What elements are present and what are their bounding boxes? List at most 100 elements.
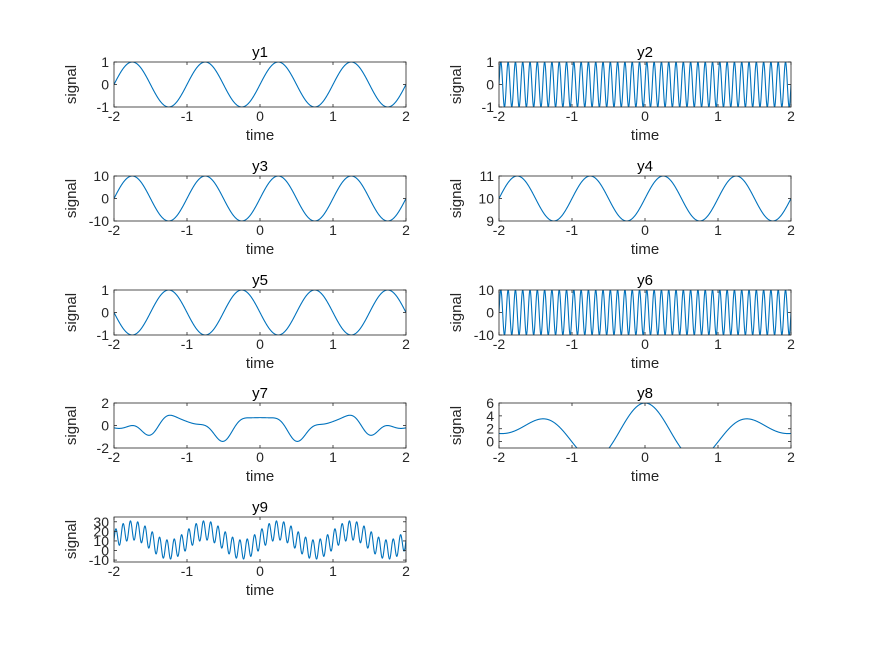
x-tick-label: -1 [181, 336, 194, 352]
x-tick-label: 2 [787, 449, 795, 465]
series-line-y1 [114, 62, 406, 107]
series-line-y4 [499, 176, 791, 221]
x-tick-label: 1 [329, 222, 337, 238]
y-axis-label: signal [448, 293, 465, 332]
y-tick-label: 0 [486, 434, 494, 450]
y-tick-label: 11 [479, 168, 494, 184]
x-tick-label: 2 [402, 449, 410, 465]
y-tick-label: 10 [93, 168, 109, 184]
x-axis-label: time [246, 127, 274, 144]
y-tick-label: 0 [101, 305, 109, 321]
y-axis-label: signal [63, 293, 80, 332]
y-axis-label: signal [448, 406, 465, 445]
x-tick-label: 1 [714, 222, 722, 238]
x-tick-label: 1 [329, 108, 337, 124]
series-line-y9 [114, 520, 406, 560]
chart-title: y3 [252, 158, 268, 175]
chart-title: y8 [637, 385, 653, 402]
y-tick-label: 0 [486, 305, 494, 321]
y-axis-label: signal [448, 179, 465, 218]
y-tick-label: 0 [101, 418, 109, 434]
chart-title: y6 [637, 272, 653, 289]
y-tick-label: 10 [93, 533, 109, 549]
x-tick-label: 0 [256, 336, 264, 352]
series-line-y6 [499, 290, 791, 335]
y-tick-label: 2 [486, 421, 494, 437]
x-tick-label: 2 [787, 222, 795, 238]
x-tick-label: 2 [402, 222, 410, 238]
x-tick-label: -2 [493, 222, 506, 238]
x-tick-label: 1 [329, 336, 337, 352]
x-axis-label: time [631, 468, 659, 485]
chart-title: y9 [252, 499, 268, 516]
x-tick-label: -2 [108, 449, 121, 465]
y-tick-label: 0 [101, 543, 109, 559]
x-tick-label: 0 [641, 336, 649, 352]
y-tick-label: 10 [478, 191, 494, 207]
x-tick-label: 2 [402, 336, 410, 352]
x-tick-label: 0 [256, 108, 264, 124]
series-line-y3 [114, 176, 406, 221]
x-tick-label: 2 [787, 108, 795, 124]
x-tick-label: -2 [493, 108, 506, 124]
y-tick-label: 20 [93, 523, 109, 539]
y-tick-label: 10 [478, 282, 494, 298]
y-tick-label: 0 [486, 77, 494, 93]
subplot-y7: -2 -1 0 1 2 -2 0 2 y7 time signal [63, 385, 410, 485]
x-tick-label: -2 [108, 336, 121, 352]
x-axis-label: time [246, 468, 274, 485]
x-tick-label: -1 [566, 336, 579, 352]
series-line-y8 [499, 403, 791, 448]
y-tick-label: 2 [101, 395, 109, 411]
y-tick-label: 1 [486, 54, 494, 70]
x-tick-label: 1 [714, 336, 722, 352]
x-tick-label: 0 [641, 108, 649, 124]
y-tick-label: -2 [97, 440, 110, 456]
x-axis-label: time [246, 355, 274, 372]
x-tick-label: 1 [329, 449, 337, 465]
x-axis-label: time [631, 355, 659, 372]
y-tick-label: 0 [101, 191, 109, 207]
x-tick-label: 1 [329, 563, 337, 579]
y-tick-label: 0 [101, 77, 109, 93]
x-tick-label: -1 [181, 563, 194, 579]
x-axis-label: time [631, 127, 659, 144]
chart-title: y1 [252, 44, 268, 61]
x-axis-label: time [631, 241, 659, 258]
x-tick-label: -1 [181, 449, 194, 465]
y-tick-label: 9 [486, 213, 494, 229]
y-tick-label: 1 [101, 54, 109, 70]
y-tick-label: -1 [482, 99, 495, 115]
x-tick-label: -2 [108, 222, 121, 238]
y-axis-label: signal [63, 179, 80, 218]
x-tick-label: -2 [108, 563, 121, 579]
y-tick-label: 30 [93, 514, 109, 530]
y-tick-label: -1 [97, 327, 110, 343]
axes-box [113, 402, 407, 449]
x-tick-label: -1 [566, 222, 579, 238]
x-tick-label: -2 [108, 108, 121, 124]
x-tick-label: -2 [493, 449, 506, 465]
y-tick-label: -10 [89, 213, 109, 229]
y-tick-label: 4 [486, 408, 494, 424]
series-line-y2 [499, 62, 791, 107]
x-tick-label: 0 [256, 563, 264, 579]
y-tick-label: -10 [474, 327, 494, 343]
x-tick-label: -1 [566, 108, 579, 124]
y-axis-label: signal [63, 65, 80, 104]
x-tick-label: 0 [256, 222, 264, 238]
x-tick-label: 2 [787, 336, 795, 352]
series-line-y5 [114, 290, 406, 335]
x-axis-label: time [246, 241, 274, 258]
y-axis-label: signal [63, 406, 80, 445]
chart-title: y2 [637, 44, 653, 61]
x-tick-label: -1 [181, 222, 194, 238]
chart-title: y4 [637, 158, 653, 175]
